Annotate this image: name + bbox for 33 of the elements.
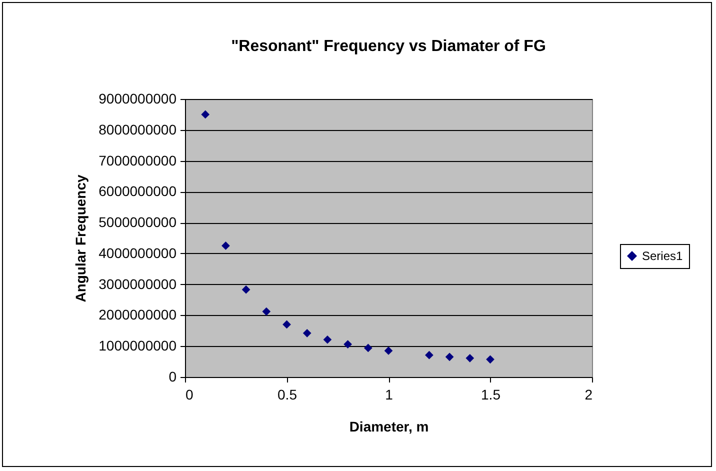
chart-title: "Resonant" Frequency vs Diamater of FG	[231, 38, 546, 55]
y-tick-label: 2000000000	[98, 306, 177, 323]
x-tick-label: 1.5	[481, 386, 501, 402]
y-tick-label: 6000000000	[98, 183, 177, 200]
x-tick-label: 0	[186, 386, 194, 402]
x-axis-title: Diameter, m	[349, 418, 429, 434]
y-tick-label: 8000000000	[98, 121, 177, 138]
legend-label: Series1	[642, 249, 684, 263]
point	[323, 335, 332, 344]
y-tick-label: 1000000000	[98, 338, 177, 354]
point	[344, 340, 352, 348]
point	[445, 352, 454, 362]
point	[384, 346, 393, 355]
x-tick-label: 2	[584, 386, 593, 402]
point	[364, 344, 372, 352]
point	[262, 307, 271, 316]
y-axis-title: Angular Frequency	[72, 174, 89, 302]
point	[425, 350, 434, 360]
point	[201, 110, 210, 119]
y-tick-label: 7000000000	[98, 152, 177, 168]
x-tick-label: 0.5	[278, 386, 298, 402]
y-tick-label: 9000000000	[98, 90, 177, 106]
point	[486, 355, 494, 364]
point	[242, 285, 250, 294]
x-tick-label: 1	[385, 386, 394, 402]
y-tick-label: 4000000000	[98, 244, 177, 261]
y-tick-label: 3000000000	[98, 276, 177, 292]
point	[466, 354, 474, 362]
point	[302, 328, 312, 338]
point	[222, 242, 230, 250]
y-tick-label: 5000000000	[98, 214, 177, 230]
point	[282, 320, 291, 329]
y-tick-label: 0	[168, 368, 177, 384]
